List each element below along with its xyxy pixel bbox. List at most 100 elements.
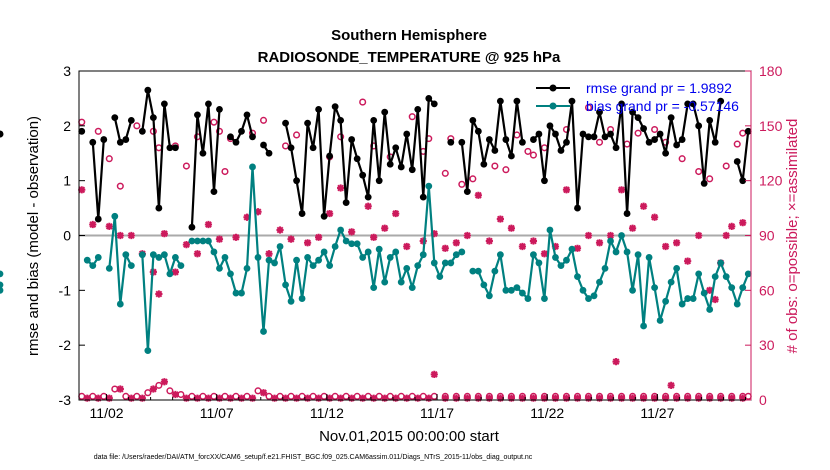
- obs-assimilated-marker: [425, 394, 433, 402]
- rmse-point: [326, 152, 334, 160]
- bias-point: [513, 284, 521, 291]
- obs-assimilated-marker: [160, 378, 168, 386]
- obs-assimilated-marker: [639, 202, 648, 210]
- y-right-tick-label: 90: [759, 228, 775, 244]
- legend-rmse-marker: [549, 84, 557, 92]
- bias-point: [535, 259, 543, 267]
- obs-assimilated-marker: [381, 224, 389, 232]
- obs-assimilated-marker: [518, 394, 527, 402]
- obs-assimilated-marker: [551, 242, 560, 251]
- rmse-point: [739, 177, 747, 185]
- rmse-point: [507, 152, 515, 160]
- rmse-point: [634, 114, 642, 122]
- y-right-tick-label: 150: [759, 118, 783, 134]
- bias-point: [728, 284, 736, 291]
- bias-point: [397, 278, 405, 286]
- obs-possible-marker: [116, 182, 124, 190]
- rmse-point: [249, 133, 256, 141]
- rmse-point: [127, 116, 135, 124]
- obs-possible-marker: [221, 167, 229, 176]
- x-tick-label: 11/17: [420, 405, 454, 421]
- obs-assimilated-marker: [441, 244, 449, 252]
- rmse-point: [320, 212, 328, 220]
- obs-assimilated-marker: [441, 394, 449, 402]
- bias-point: [673, 265, 681, 272]
- bias-point: [629, 286, 636, 294]
- y-tick-label: -2: [59, 337, 72, 353]
- rmse-point: [430, 100, 438, 108]
- bias-point: [656, 317, 664, 324]
- bias-point: [0, 270, 4, 278]
- obs-assimilated-marker: [452, 239, 460, 247]
- obs-assimilated-marker: [673, 394, 681, 402]
- rmse-point: [304, 119, 311, 127]
- obs-possible-marker: [584, 104, 593, 112]
- rmse-point: [502, 136, 510, 143]
- obs-assimilated-marker: [706, 394, 714, 402]
- obs-assimilated-marker: [562, 186, 571, 194]
- bias-point: [662, 297, 670, 305]
- rmse-line: [284, 97, 436, 218]
- bias-point: [309, 262, 317, 270]
- bias-point: [359, 254, 367, 261]
- obs-assimilated-marker: [496, 215, 504, 223]
- obs-assimilated-marker: [485, 237, 493, 245]
- legend-bias-label: bias grand pr = -0.57146: [586, 98, 739, 114]
- obs-assimilated-marker: [155, 290, 163, 298]
- rmse-point: [364, 193, 372, 201]
- bias-point: [353, 240, 361, 248]
- bias-point: [491, 267, 499, 275]
- bias-point: [541, 295, 548, 302]
- rmse-point: [160, 100, 168, 108]
- obs-assimilated-marker: [474, 394, 482, 402]
- obs-assimilated-marker: [706, 286, 714, 294]
- bias-point: [342, 237, 350, 245]
- obs-assimilated-marker: [739, 219, 747, 227]
- bias-point: [364, 248, 372, 256]
- rmse-point: [552, 130, 559, 138]
- obs-possible-marker: [678, 155, 686, 163]
- obs-assimilated-marker: [606, 394, 615, 402]
- obs-possible-marker: [293, 131, 301, 139]
- bias-point: [155, 254, 163, 261]
- obs-possible-marker: [529, 151, 537, 159]
- y-axis-right-label: # of obs: o=possible; ×=assimilated: [784, 119, 801, 354]
- obs-assimilated-marker: [684, 394, 692, 402]
- bias-point: [227, 270, 234, 278]
- bias-point: [348, 240, 356, 248]
- bias-point: [574, 273, 581, 281]
- obs-assimilated-marker: [270, 394, 279, 402]
- bias-point: [722, 273, 730, 281]
- bias-point: [210, 248, 218, 256]
- obs-assimilated-marker: [392, 209, 400, 218]
- rmse-point: [651, 136, 659, 143]
- obs-assimilated-marker: [617, 394, 626, 402]
- rmse-point: [199, 149, 207, 157]
- bias-point: [480, 281, 488, 289]
- rmse-point: [78, 127, 86, 135]
- obs-assimilated-marker: [573, 244, 582, 252]
- bias-point: [618, 232, 625, 239]
- bias-point: [519, 289, 526, 297]
- bias-point: [337, 226, 345, 234]
- bias-point: [138, 251, 146, 259]
- rmse-line: [190, 102, 221, 228]
- obs-assimilated-marker: [348, 228, 356, 236]
- x-axis-label: Nov.01,2015 00:00:00 start: [319, 428, 500, 445]
- y-axis-label: rmse and bias (model - observation): [25, 116, 42, 356]
- obs-assimilated-marker: [182, 241, 191, 249]
- y-right-tick-label: 30: [759, 337, 775, 353]
- rmse-point: [447, 138, 455, 146]
- bias-point: [640, 322, 647, 330]
- obs-assimilated-marker: [254, 208, 262, 216]
- bias-point: [469, 267, 477, 275]
- bias-point: [425, 182, 433, 190]
- rmse-point: [0, 130, 4, 138]
- rmse-point: [546, 122, 554, 130]
- obs-assimilated-marker: [248, 394, 257, 402]
- obs-assimilated-marker: [452, 394, 460, 402]
- obs-possible-marker: [634, 129, 642, 137]
- obs-assimilated-marker: [662, 394, 670, 402]
- obs-assimilated-marker: [612, 358, 620, 366]
- bias-point: [623, 248, 631, 256]
